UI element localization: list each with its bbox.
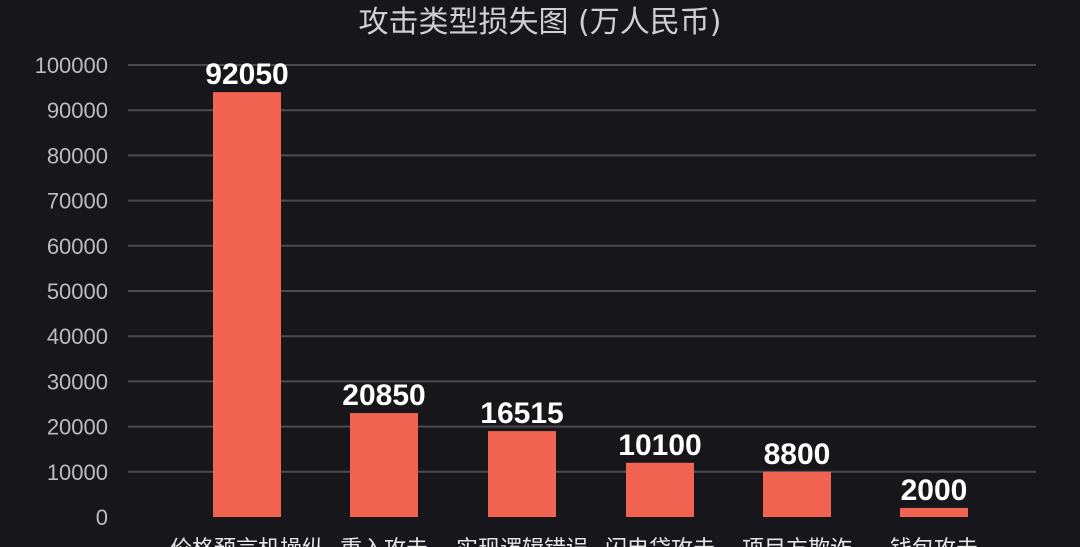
category-label: 闪电贷攻击 (605, 537, 715, 547)
y-axis-tick-labels: 0 10000 20000 30000 40000 50000 60000 70000 8000… (35, 53, 108, 530)
y-tick-label: 40000 (47, 324, 108, 349)
data-label: 92050 (205, 58, 288, 91)
category-label: 重入攻击 (340, 537, 428, 547)
category-label: 项目方欺诈 (742, 537, 852, 547)
category-label: 价格预言机操纵 (170, 537, 324, 547)
y-tick-label: 50000 (47, 279, 108, 304)
y-tick-label: 60000 (47, 234, 108, 259)
data-label: 16515 (480, 397, 563, 430)
data-label: 10100 (618, 429, 701, 462)
chart-title: 攻击类型损失图 (万人民币) (359, 5, 722, 40)
y-tick-label: 10000 (47, 460, 108, 485)
bars (213, 92, 968, 518)
bar (350, 413, 418, 517)
data-labels: 92050 20850 16515 10100 8800 2000 (205, 58, 967, 507)
y-tick-label: 20000 (47, 415, 108, 440)
y-tick-label: 70000 (47, 189, 108, 214)
category-label: 实现逻辑错误 (456, 537, 588, 547)
y-tick-label: 90000 (47, 98, 108, 123)
y-tick-label: 30000 (47, 369, 108, 394)
data-label: 2000 (901, 474, 968, 507)
y-tick-label: 0 (96, 505, 108, 530)
data-label: 20850 (342, 379, 425, 412)
bar (763, 471, 831, 517)
bar (213, 92, 281, 518)
data-label: 8800 (764, 438, 831, 471)
y-tick-label: 100000 (35, 53, 108, 78)
x-axis-category-labels: 价格预言机操纵 重入攻击 实现逻辑错误 闪电贷攻击 项目方欺诈 钱包攻击 (170, 537, 978, 547)
category-label: 钱包攻击 (890, 537, 978, 547)
y-tick-label: 80000 (47, 143, 108, 168)
bar (488, 431, 556, 517)
bar (626, 462, 694, 517)
bar (900, 507, 968, 517)
